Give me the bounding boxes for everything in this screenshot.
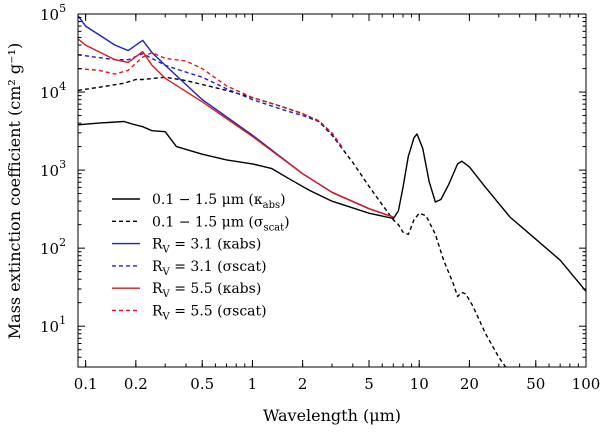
y-tick-exp: 5 — [59, 2, 66, 15]
x-axis-title: Wavelength (μm) — [263, 406, 401, 425]
legend-label-end: ) — [280, 192, 285, 208]
legend-label-6: RV = 5.5 (σscat) — [152, 304, 267, 323]
legend-label-5: RV = 5.5 (κabs) — [152, 281, 261, 300]
y-tick-label: 105 — [40, 2, 66, 24]
legend-label-sub: V — [162, 245, 171, 256]
x-tick-label: 100 — [572, 375, 600, 393]
y-tick-base: 10 — [40, 318, 59, 336]
legend-label-3: RV = 3.1 (κabs) — [152, 237, 261, 256]
x-tick-label: 0.2 — [124, 375, 148, 393]
series-line-1 — [78, 120, 586, 292]
x-tick-label: 20 — [460, 375, 479, 393]
y-tick-exp: 4 — [59, 80, 66, 93]
legend-label-1: 0.1 − 1.5 μm (κabs) — [152, 192, 286, 211]
y-tick-exp: 2 — [59, 236, 66, 249]
series-line-2 — [78, 76, 507, 367]
legend-label-main: R — [152, 281, 163, 297]
legend-label-4: RV = 3.1 (σscat) — [152, 259, 267, 278]
y-tick-exp: 3 — [59, 158, 66, 171]
x-tick-label: 5 — [364, 375, 374, 393]
legend-label-sub: scat — [263, 222, 284, 233]
x-tick-label: 0.5 — [190, 375, 214, 393]
y-tick-label: 102 — [40, 236, 66, 258]
x-tick-label: 1 — [248, 375, 258, 393]
legend-label-sub: abs — [263, 200, 281, 211]
y-tick-label: 104 — [40, 80, 66, 102]
y-tick-base: 10 — [40, 84, 59, 102]
legend-label-main: 0.1 − 1.5 μm (κ — [152, 192, 263, 208]
plot-frame — [77, 13, 587, 368]
series-line-5 — [78, 38, 394, 218]
legend-label-end: = 5.5 (κabs) — [170, 281, 262, 297]
legend-label-end: = 5.5 (σscat) — [170, 304, 267, 320]
series-layer — [78, 15, 586, 367]
legend-label-sub: V — [162, 312, 171, 323]
y-tick-label: 103 — [40, 158, 66, 180]
legend-label-sub: V — [162, 289, 171, 300]
legend-label-2: 0.1 − 1.5 μm (σscat) — [152, 214, 290, 233]
y-tick-base: 10 — [40, 240, 59, 258]
x-tick-label: 0.1 — [74, 375, 98, 393]
y-tick-base: 10 — [40, 6, 59, 24]
y-axis-title: Mass extinction coefficient (cm² g⁻¹) — [5, 43, 24, 339]
legend-label-end: ) — [284, 214, 289, 230]
legend-label-main: 0.1 − 1.5 μm (σ — [152, 214, 264, 230]
legend-label-main: R — [152, 259, 163, 275]
legend-label-end: = 3.1 (σscat) — [170, 259, 267, 275]
legend-label-main: R — [152, 237, 163, 253]
legend: 0.1 − 1.5 μm (κabs)0.1 − 1.5 μm (σscat)R… — [112, 192, 290, 323]
legend-label-sub: V — [162, 267, 171, 278]
y-tick-base: 10 — [40, 162, 59, 180]
legend-label-main: R — [152, 304, 163, 320]
x-tick-label: 10 — [410, 375, 429, 393]
x-tick-label: 50 — [526, 375, 545, 393]
legend-label-end: = 3.1 (κabs) — [170, 237, 262, 253]
x-tick-label: 2 — [298, 375, 308, 393]
plot-area — [78, 14, 586, 367]
y-tick-exp: 1 — [59, 314, 66, 327]
y-tick-label: 101 — [40, 314, 66, 336]
series-line-6 — [78, 51, 344, 149]
